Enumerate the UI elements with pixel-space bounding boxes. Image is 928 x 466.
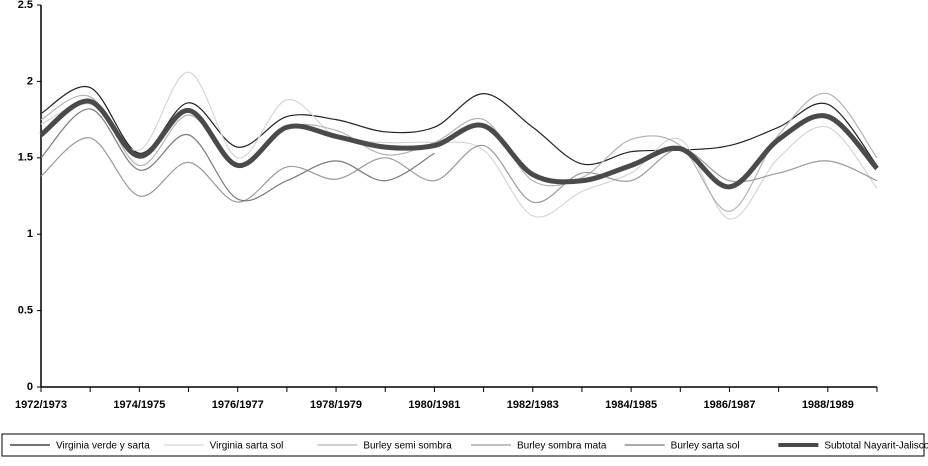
series-line (39, 98, 879, 190)
y-tick-label: 0 (27, 381, 33, 393)
x-tick-label: 1980/1981 (408, 399, 460, 411)
series-line (40, 92, 878, 212)
y-tick-label: 2 (27, 75, 33, 87)
x-tick-label: 1976/1977 (212, 399, 264, 411)
x-tick-label: 1978/1979 (310, 399, 362, 411)
legend-label: Virginia verde y sarta (56, 441, 150, 452)
legend-label: Burley sombra mata (517, 441, 607, 452)
legend-label: Burley semi sombra (363, 441, 452, 452)
series-line (40, 71, 878, 220)
legend-label: Virginia sarta sol (210, 441, 284, 452)
y-tick-label: 1 (27, 228, 33, 240)
series-line (40, 108, 435, 202)
y-tick-label: 2.5 (18, 0, 33, 11)
series-line (40, 137, 878, 204)
x-tick-label: 1988/1989 (802, 399, 854, 411)
x-tick-label: 1974/1975 (113, 399, 165, 411)
legend-label: Subtotal Nayarit-Jalisco (824, 441, 928, 452)
x-tick-label: 1972/1973 (15, 399, 67, 411)
y-tick-label: 0.5 (18, 305, 33, 317)
y-tick-label: 1.5 (18, 152, 33, 164)
x-tick-label: 1984/1985 (605, 399, 657, 411)
x-tick-label: 1986/1987 (703, 399, 755, 411)
legend-box (1, 433, 925, 457)
legend-label: Burley sarta sol (671, 441, 740, 452)
x-tick-label: 1982/1983 (507, 399, 559, 411)
series-line (40, 85, 878, 166)
